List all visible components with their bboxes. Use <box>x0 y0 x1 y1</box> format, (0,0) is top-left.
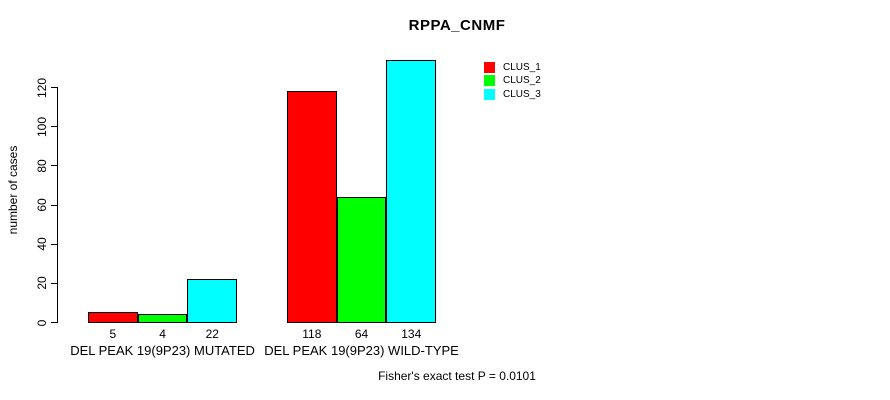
y-tick-mark <box>51 243 57 245</box>
y-tick-mark <box>51 165 57 167</box>
y-tick-mark <box>51 322 57 323</box>
bar-clus_2-group1 <box>137 314 188 323</box>
y-tick-label: 40 <box>35 237 49 251</box>
clus1-swatch-icon <box>484 62 495 74</box>
legend-label-clus2: CLUS_2 <box>503 75 541 87</box>
bar-clus_1-group2 <box>287 90 337 323</box>
legend-label-clus3: CLUS_3 <box>503 88 541 100</box>
bar-clus_3-group1 <box>187 278 238 323</box>
bar-count-label: 22 <box>205 327 219 341</box>
bar-clus_3-group2 <box>386 59 437 323</box>
bar-count-label: 64 <box>354 327 369 341</box>
y-tick-label: 20 <box>35 276 49 291</box>
y-tick-label: 0 <box>35 319 49 326</box>
fisher-test-annotation: Fisher's exact test P = 0.0101 <box>378 369 536 383</box>
legend-row-clus1: CLUS_1 <box>484 61 541 74</box>
y-tick-label: 120 <box>35 77 49 98</box>
y-tick-label: 60 <box>35 198 49 212</box>
bar-clus_1-group1 <box>88 312 138 323</box>
x-category-label: DEL PEAK 19(9P23) MUTATED <box>70 343 255 358</box>
bar-count-label: 5 <box>109 327 117 341</box>
legend-row-clus3: CLUS_3 <box>484 88 541 101</box>
y-axis-line <box>57 87 58 323</box>
y-tick-label: 100 <box>35 116 49 137</box>
y-axis-label: number of cases <box>6 145 20 235</box>
legend-label-clus1: CLUS_1 <box>503 62 541 74</box>
bar-count-label: 4 <box>159 327 166 341</box>
y-tick-mark <box>51 204 57 206</box>
chart-title: RPPA_CNMF <box>408 17 506 34</box>
y-tick-mark <box>51 87 57 88</box>
bar-count-label: 118 <box>302 327 322 341</box>
legend: CLUS_1 CLUS_2 CLUS_3 <box>484 61 541 101</box>
y-tick-mark <box>51 126 57 128</box>
clus3-swatch-icon <box>484 88 495 100</box>
clus2-swatch-icon <box>484 75 495 87</box>
y-tick-label: 80 <box>35 159 49 173</box>
x-category-label: DEL PEAK 19(9P23) WILD-TYPE <box>264 343 459 358</box>
bar-count-label: 134 <box>401 327 422 341</box>
y-tick-mark <box>51 282 57 284</box>
bar-clus_2-group2 <box>336 196 387 323</box>
legend-row-clus2: CLUS_2 <box>484 74 541 87</box>
